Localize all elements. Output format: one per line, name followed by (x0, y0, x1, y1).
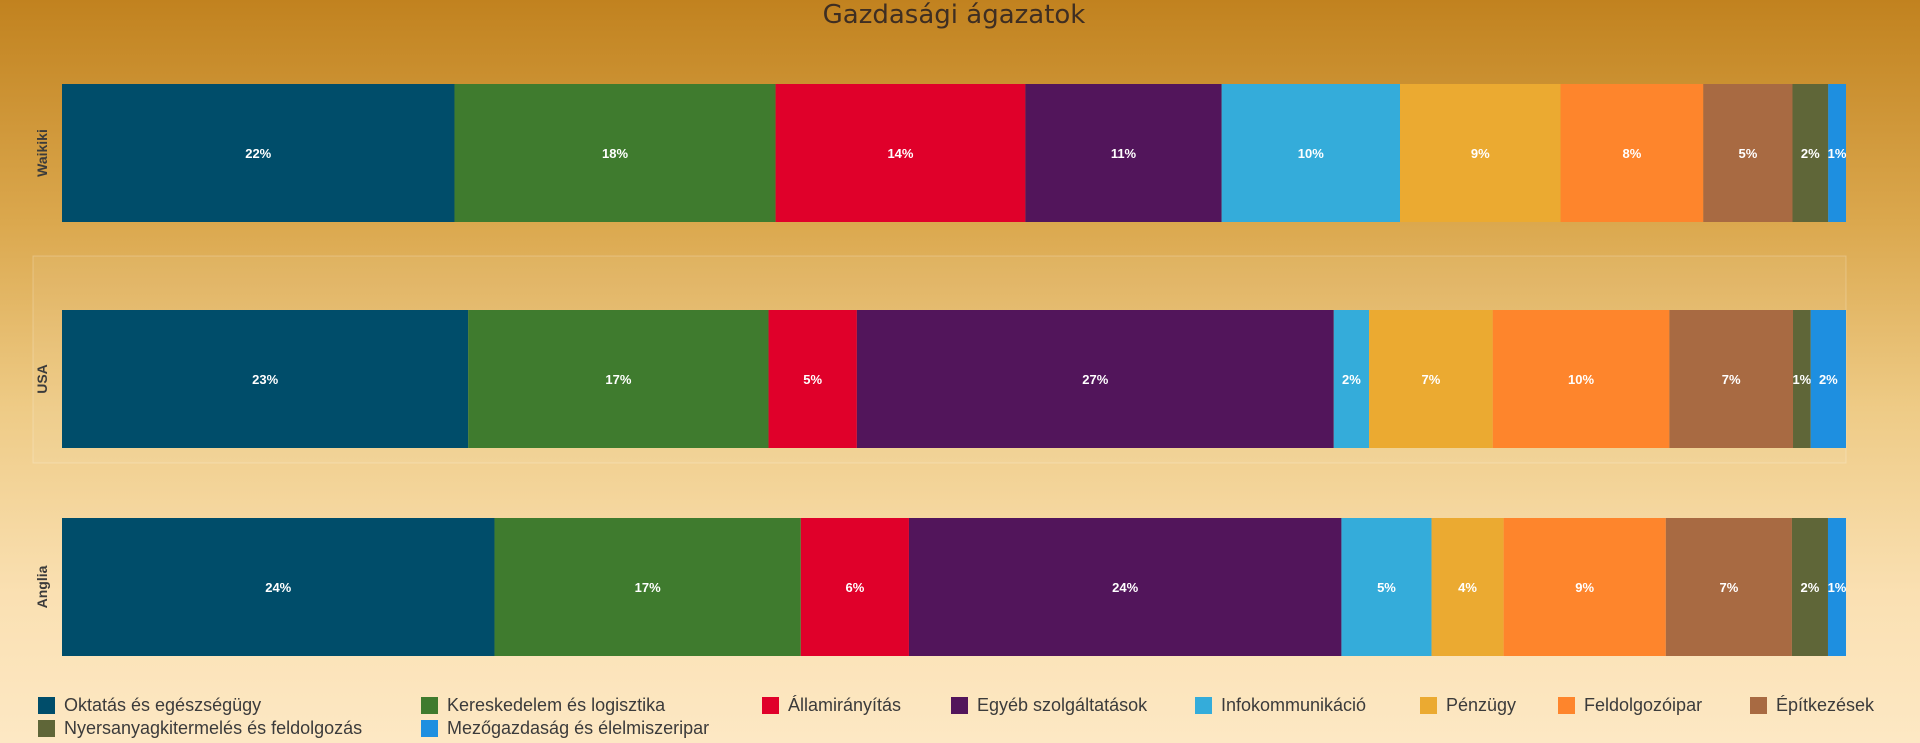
bar-segment-anglia-egyeb-szolgaltatasok (908, 518, 1342, 656)
data-label: 23% (252, 372, 278, 387)
data-label: 18% (602, 146, 628, 161)
legend-swatch (421, 720, 438, 737)
legend-label: Építkezések (1776, 695, 1875, 715)
data-label: 2% (1819, 372, 1838, 387)
data-label: 17% (605, 372, 631, 387)
data-label: 17% (635, 580, 661, 595)
legend-label: Oktatás és egészségügy (64, 695, 261, 715)
data-label: 7% (1719, 580, 1738, 595)
legend-item[interactable]: Építkezések (1750, 695, 1875, 715)
bars-layer: 22% 18% 14% 11% 10% 9% 8% 5% 2% 1% Waikiki 23% 17% 5%… (34, 84, 1847, 656)
legend-label: Pénzügy (1446, 695, 1516, 715)
bar-segment-waikiki-nyersanyagkitermeles-es-feldolgozas (1792, 84, 1829, 222)
data-label: 27% (1082, 372, 1108, 387)
legend-swatch (1420, 697, 1437, 714)
bar-segment-anglia-mezogazdasag-es-elelmiszeripar (1827, 518, 1846, 656)
bar-segment-usa-epitkezesek (1669, 310, 1794, 448)
bar-segment-usa-mezogazdasag-es-elelmiszeripar (1810, 310, 1846, 448)
bar-segment-usa-feldolgozoipar (1492, 310, 1670, 448)
legend-item[interactable]: Feldolgozóipar (1558, 695, 1702, 715)
legend-item[interactable]: Pénzügy (1420, 695, 1516, 715)
category-label: Waikiki (34, 129, 50, 177)
legend-label: Kereskedelem és logisztika (447, 695, 666, 715)
legend-item[interactable]: Kereskedelem és logisztika (421, 695, 666, 715)
legend-item[interactable]: Államirányítás (762, 695, 901, 715)
data-label: 5% (1738, 146, 1757, 161)
bar-segment-waikiki-epitkezesek (1703, 84, 1793, 222)
legend-swatch (762, 697, 779, 714)
data-label: 7% (1722, 372, 1741, 387)
bar-segment-usa-infokommunikacio (1333, 310, 1370, 448)
category-label: Anglia (34, 565, 50, 608)
bar-segment-anglia-infokommunikacio (1341, 518, 1432, 656)
bar-segment-usa-nyersanyagkitermeles-es-feldolgozas (1793, 310, 1811, 448)
legend-swatch (1558, 697, 1575, 714)
legend-label: Infokommunikáció (1221, 695, 1366, 715)
data-label: 7% (1422, 372, 1441, 387)
legend-label: Nyersanyagkitermelés és feldolgozás (64, 718, 362, 738)
bar-segment-anglia-feldolgozoipar (1503, 518, 1666, 656)
bar-segment-anglia-oktatas-es-egeszsegugy (62, 518, 495, 656)
bar-segment-anglia-nyersanyagkitermeles-es-feldolgozas (1791, 518, 1828, 656)
bar-segment-waikiki-egyeb-szolgaltatasok (1025, 84, 1222, 222)
bar-segment-waikiki-feldolgozoipar (1560, 84, 1704, 222)
bar-segment-anglia-penzugy (1431, 518, 1504, 656)
data-label: 1% (1792, 372, 1811, 387)
bar-segment-waikiki-penzugy (1400, 84, 1561, 222)
data-label: 22% (245, 146, 271, 161)
legend-item[interactable]: Infokommunikáció (1195, 695, 1366, 715)
bar-segment-usa-allamiranyitas (768, 310, 857, 448)
data-label: 2% (1801, 580, 1820, 595)
data-label: 10% (1568, 372, 1594, 387)
data-label: 5% (803, 372, 822, 387)
legend-label: Feldolgozóipar (1584, 695, 1702, 715)
data-label: 1% (1828, 580, 1847, 595)
bar-segment-anglia-allamiranyitas (800, 518, 909, 656)
data-label: 11% (1111, 146, 1137, 161)
legend-swatch (1195, 697, 1212, 714)
legend-swatch (1750, 697, 1767, 714)
bar-segment-usa-oktatas-es-egeszsegugy (62, 310, 469, 448)
data-label: 10% (1298, 146, 1324, 161)
data-label: 2% (1801, 146, 1820, 161)
data-label: 9% (1575, 580, 1594, 595)
legend-item[interactable]: Oktatás és egészségügy (38, 695, 261, 715)
data-label: 5% (1377, 580, 1396, 595)
bar-segment-anglia-epitkezesek (1665, 518, 1792, 656)
legend-item[interactable]: Egyéb szolgáltatások (951, 695, 1148, 715)
bar-segment-waikiki-kereskedelem-es-logisztika (454, 84, 776, 222)
bar-segment-waikiki-allamiranyitas (775, 84, 1026, 222)
data-label: 24% (1112, 580, 1138, 595)
legend-swatch (38, 720, 55, 737)
bar-segment-usa-egyeb-szolgaltatasok (856, 310, 1334, 448)
legend-swatch (951, 697, 968, 714)
legend-label: Államirányítás (788, 695, 901, 715)
data-label: 6% (845, 580, 864, 595)
legend-item[interactable]: Mezőgazdaság és élelmiszeripar (421, 718, 709, 738)
legend-label: Mezőgazdaság és élelmiszeripar (447, 718, 709, 738)
bar-segment-waikiki-mezogazdasag-es-elelmiszeripar (1828, 84, 1846, 222)
data-label: 2% (1342, 372, 1361, 387)
bar-segment-waikiki-oktatas-es-egeszsegugy (62, 84, 455, 222)
data-label: 8% (1623, 146, 1642, 161)
legend-item[interactable]: Nyersanyagkitermelés és feldolgozás (38, 718, 362, 738)
legend-swatch (421, 697, 438, 714)
data-label: 1% (1828, 146, 1847, 161)
data-label: 14% (887, 146, 913, 161)
chart-title: Gazdasági ágazatok (823, 0, 1086, 30)
category-label: USA (34, 364, 50, 394)
bar-segment-waikiki-infokommunikacio (1221, 84, 1400, 222)
bar-segment-usa-penzugy (1369, 310, 1493, 448)
bar-segment-usa-kereskedelem-es-logisztika (468, 310, 769, 448)
legend-swatch (38, 697, 55, 714)
data-label: 4% (1458, 580, 1477, 595)
data-label: 9% (1471, 146, 1490, 161)
bar-segment-anglia-kereskedelem-es-logisztika (494, 518, 801, 656)
data-label: 24% (265, 580, 291, 595)
legend: Oktatás és egészségügy Kereskedelem és lo… (38, 695, 1875, 738)
legend-label: Egyéb szolgáltatások (977, 695, 1148, 715)
